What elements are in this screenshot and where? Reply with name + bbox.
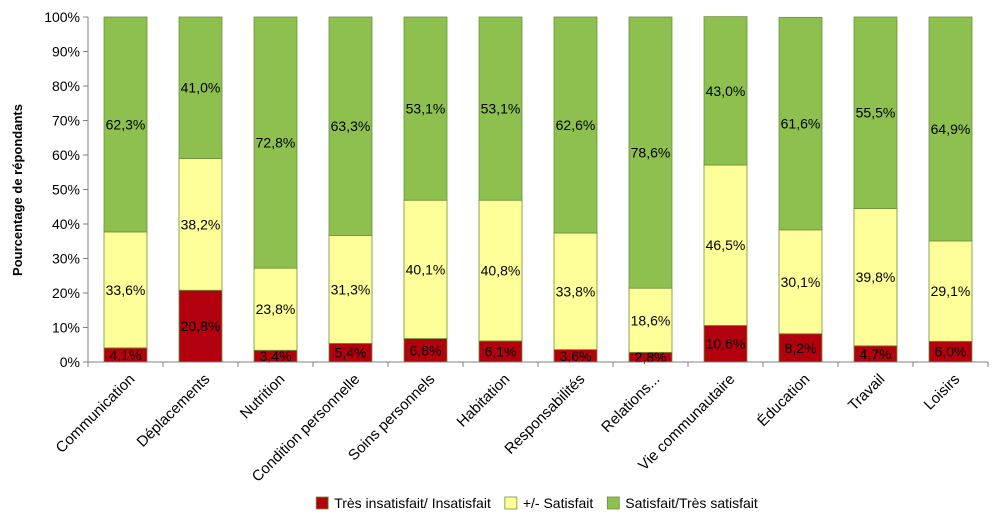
- y-axis: 0% 10% 20% 30% 40% 50% 60% 70% 80% 90% 100%: [44, 9, 88, 370]
- data-label: 23,8%: [256, 301, 296, 317]
- category-label: Nutrition: [237, 371, 289, 423]
- bar-segment: [478, 199, 523, 342]
- y-tick-label: 100%: [44, 9, 80, 25]
- category-label: Habitation: [454, 371, 514, 431]
- bar-segment: [178, 158, 223, 291]
- bar-segment: [778, 16, 823, 231]
- y-tick-label: 80%: [52, 78, 80, 94]
- data-label: 53,1%: [406, 101, 446, 117]
- legend-label: Très insatisfait/ Insatisfait: [334, 495, 491, 511]
- data-label: 61,6%: [781, 116, 821, 132]
- data-label: 6,1%: [485, 343, 517, 359]
- data-label: 46,5%: [706, 237, 746, 253]
- data-label: 2,8%: [635, 349, 667, 365]
- bar-segment: [703, 325, 748, 363]
- bar-segment: [403, 199, 448, 339]
- category-label: Déplacements: [134, 371, 214, 451]
- data-label: 55,5%: [856, 105, 896, 121]
- data-label: 33,8%: [556, 283, 596, 299]
- data-label: 10,6%: [706, 336, 746, 352]
- legend-item: Très insatisfait/ Insatisfait: [315, 495, 491, 511]
- axis-lines: [87, 17, 989, 367]
- data-label: 4,7%: [860, 346, 892, 362]
- bar-segment: [328, 234, 373, 344]
- bar-segment: [478, 16, 523, 201]
- data-label: 72,8%: [256, 135, 296, 151]
- legend-swatch: [315, 496, 329, 510]
- y-tick-label: 50%: [52, 182, 80, 198]
- data-label: 39,8%: [856, 269, 896, 285]
- legend-label: +/- Satisfait: [523, 495, 594, 511]
- bar-segment: [628, 287, 673, 353]
- y-tick-label: 10%: [52, 320, 80, 336]
- category-label: Travail: [845, 371, 888, 414]
- legend: Très insatisfait/ Insatisfait +/- Satisfa…: [315, 495, 758, 511]
- data-label: 4,1%: [110, 347, 142, 363]
- data-label: 43,0%: [706, 83, 746, 99]
- data-label: 6,8%: [410, 342, 442, 358]
- data-label: 40,1%: [406, 261, 446, 277]
- bar-segment: [253, 267, 298, 351]
- category-label: Responsabilités: [501, 371, 588, 458]
- y-tick-label: 20%: [52, 285, 80, 301]
- data-label: 40,8%: [481, 263, 521, 279]
- bar-segment: [778, 229, 823, 335]
- category-label: Loisirs: [921, 371, 964, 414]
- y-tick-label: 70%: [52, 113, 80, 129]
- bar-segment: [403, 16, 448, 201]
- bar-segment: [853, 16, 898, 209]
- data-label: 3,6%: [560, 348, 592, 364]
- category-label: Communication: [53, 371, 139, 457]
- data-label: 3,4%: [260, 348, 292, 364]
- bars: 4,1% 33,6% 62,3% 20,8% 38,2% 41,0% 3,4% 23,8% 72…: [103, 16, 973, 365]
- data-label: 64,9%: [931, 121, 971, 137]
- y-tick-label: 30%: [52, 251, 80, 267]
- y-axis-label: Pourcentage de répondants: [10, 104, 25, 276]
- data-label: 38,2%: [181, 216, 221, 232]
- bar-segment: [178, 289, 223, 363]
- data-label: 41,0%: [181, 80, 221, 96]
- y-tick-label: 0%: [60, 354, 80, 370]
- bar-segment: [553, 16, 598, 234]
- y-tick-label: 60%: [52, 147, 80, 163]
- legend-swatch: [606, 496, 620, 510]
- legend-swatch: [504, 496, 518, 510]
- bar-segment: [103, 231, 148, 349]
- data-label: 78,6%: [631, 145, 671, 161]
- category-label: Relations...: [598, 371, 663, 436]
- bar-segment: [328, 16, 373, 236]
- y-tick-label: 90%: [52, 44, 80, 60]
- data-label: 6,0%: [935, 344, 967, 360]
- bar-segment: [703, 16, 748, 166]
- data-label: 30,1%: [781, 274, 821, 290]
- data-label: 63,3%: [331, 118, 371, 134]
- bar-segment: [178, 16, 223, 159]
- data-label: 18,6%: [631, 312, 671, 328]
- bar-segment: [703, 164, 748, 326]
- data-label: 53,1%: [481, 101, 521, 117]
- data-label: 8,2%: [785, 340, 817, 356]
- bar-segment: [928, 16, 973, 242]
- data-label: 62,3%: [106, 116, 146, 132]
- data-label: 20,8%: [181, 318, 221, 334]
- y-tick-label: 40%: [52, 216, 80, 232]
- bar-segment: [928, 240, 973, 342]
- data-label: 33,6%: [106, 282, 146, 298]
- legend-item: +/- Satisfait: [504, 495, 594, 511]
- data-label: 29,1%: [931, 283, 971, 299]
- category-label: Éducation: [754, 371, 813, 430]
- legend-item: Satisfait/Très satisfait: [606, 495, 758, 511]
- bar-segment: [628, 16, 673, 289]
- bar-segment: [103, 16, 148, 233]
- data-label: 62,6%: [556, 117, 596, 133]
- legend-label: Satisfait/Très satisfait: [625, 495, 758, 511]
- bar-segment: [853, 208, 898, 347]
- bar-segment: [253, 16, 298, 269]
- bar-segment: [553, 232, 598, 350]
- data-label: 31,3%: [331, 281, 371, 297]
- data-label: 5,4%: [335, 345, 367, 361]
